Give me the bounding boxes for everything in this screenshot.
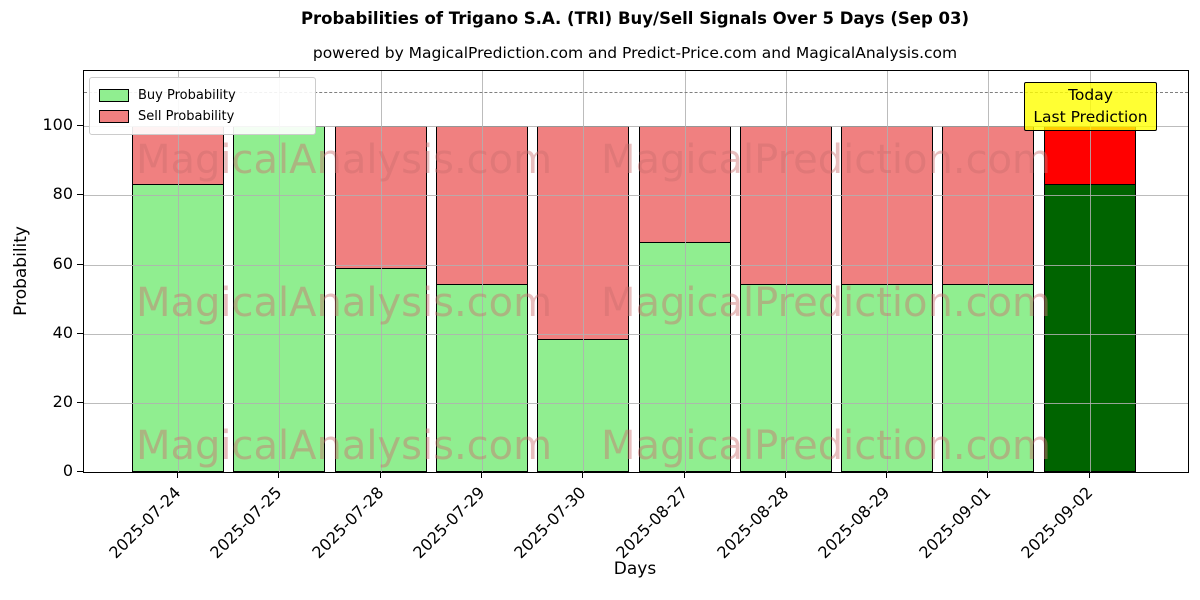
v-gridline — [380, 71, 382, 472]
x-tick — [480, 473, 482, 478]
legend-row: Buy Probability — [99, 85, 306, 106]
watermark-text: MagicalPrediction.com — [601, 137, 1051, 183]
annotation-line: Last Prediction — [1033, 107, 1148, 126]
x-tick — [987, 473, 989, 478]
x-axis-label: Days — [613, 559, 657, 579]
x-tick-label: 2025-09-02 — [1016, 483, 1097, 563]
x-tick-label: 2025-08-29 — [814, 483, 894, 563]
chart-title: Probabilities of Trigano S.A. (TRI) Buy/… — [300, 9, 970, 28]
h-gridline — [84, 333, 1188, 335]
x-tick — [683, 473, 685, 478]
x-tick — [379, 473, 381, 478]
x-tick-label: 2025-09-01 — [915, 483, 995, 563]
x-tick-label: 2025-07-24 — [105, 483, 185, 563]
y-tick-label: 20 — [52, 391, 73, 411]
today-annotation: Today Last Prediction — [1024, 82, 1157, 131]
y-tick — [77, 332, 83, 334]
h-gridline — [84, 264, 1188, 266]
y-tick — [77, 125, 83, 127]
chart-subtitle: powered by MagicalPrediction.com and Pre… — [312, 44, 958, 62]
x-tick-label: 2025-07-25 — [206, 483, 286, 563]
watermark-text: MagicalPrediction.com — [601, 280, 1051, 326]
y-tick-label: 40 — [52, 322, 73, 342]
y-tick — [77, 471, 83, 472]
x-tick — [582, 473, 584, 478]
h-gridline — [84, 402, 1188, 404]
legend-swatch — [99, 89, 129, 102]
y-tick-label: 60 — [52, 253, 73, 273]
v-gridline — [785, 71, 787, 472]
legend-row: Sell Probability — [99, 106, 306, 127]
x-tick-label: 2025-08-27 — [611, 483, 691, 563]
v-gridline — [1089, 71, 1091, 472]
watermark-text: MagicalPrediction.com — [601, 423, 1051, 469]
y-tick-label: 80 — [52, 184, 73, 204]
y-tick — [77, 263, 83, 265]
v-gridline — [583, 71, 585, 472]
h-gridline — [84, 126, 1188, 128]
plot-area: MagicalAnalysis.com MagicalPrediction.com… — [83, 70, 1189, 473]
y-tick — [77, 401, 83, 403]
x-tick-label: 2025-07-30 — [510, 483, 590, 563]
v-gridline — [988, 71, 990, 472]
legend-label: Buy Probability — [138, 88, 236, 103]
y-tick-label: 100 — [42, 115, 73, 135]
x-tick — [886, 473, 888, 478]
x-tick-label: 2025-08-28 — [713, 483, 793, 563]
x-tick-label: 2025-07-29 — [409, 483, 489, 563]
legend: Buy Probability Sell Probability — [89, 77, 316, 135]
watermark-text: MagicalAnalysis.com — [136, 137, 553, 183]
y-tick-label: 0 — [62, 461, 73, 480]
x-tick — [278, 473, 280, 478]
watermark-text: MagicalAnalysis.com — [136, 423, 553, 469]
v-gridline — [481, 71, 483, 472]
x-tick-label: 2025-07-28 — [307, 483, 388, 563]
v-gridline — [684, 71, 686, 472]
legend-label: Sell Probability — [138, 109, 235, 124]
y-tick — [77, 194, 83, 196]
watermark-text: MagicalAnalysis.com — [136, 280, 553, 326]
x-tick — [784, 473, 786, 478]
annotation-line: Today — [1068, 85, 1113, 104]
v-gridline — [178, 71, 179, 472]
threshold-line — [84, 91, 1188, 93]
x-tick — [1088, 473, 1090, 478]
v-gridline — [279, 71, 281, 472]
x-tick — [177, 473, 178, 478]
legend-swatch — [99, 110, 129, 123]
v-gridline — [887, 71, 889, 472]
h-gridline — [84, 195, 1188, 197]
